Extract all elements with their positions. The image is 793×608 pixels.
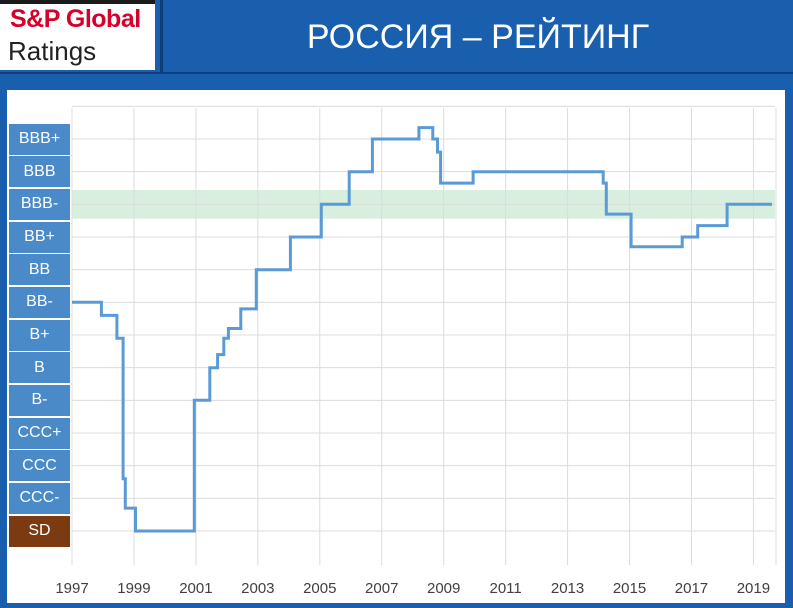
y-tick-label: BB+ [9, 221, 70, 253]
chart-panel: 1997 1999 2001 2003 2005 2007 2009 2011 2013 2015… [7, 90, 785, 603]
y-tick-label: CCC- [9, 482, 70, 514]
logo-line-1: S&P Global [10, 5, 141, 33]
y-tick-label: BBB+ [9, 123, 70, 155]
y-tick-label: B [9, 352, 70, 384]
y-tick-label: B- [9, 384, 70, 416]
sp-global-ratings-logo: S&P Global Ratings [0, 0, 155, 70]
rating-series-line [72, 126, 772, 533]
logo-top-bar [0, 0, 155, 4]
x-tick-label: 2013 [551, 580, 584, 597]
header-separator [160, 0, 163, 72]
y-tick-label: B+ [9, 319, 70, 351]
x-tick-label: 2001 [179, 580, 212, 597]
x-tick-label: 2007 [365, 580, 398, 597]
page-title: РОССИЯ – РЕЙТИНГ [306, 17, 650, 56]
y-tick-label: BB- [9, 286, 70, 318]
x-tick-label: 2005 [303, 580, 336, 597]
logo-line-2: Ratings [8, 36, 97, 66]
y-tick-label: BBB [9, 156, 70, 188]
x-tick-label: 2011 [489, 580, 521, 597]
x-tick-label: 2019 [737, 580, 770, 597]
x-tick-label: 1999 [117, 580, 150, 597]
x-tick-label: 2003 [241, 580, 274, 597]
rating-chart: 1997 1999 2001 2003 2005 2007 2009 2011 2013 2015… [55, 105, 777, 597]
x-tick-label: 1997 [55, 580, 88, 597]
y-tick-label: CCC [9, 450, 70, 482]
y-tick-label: BBB- [9, 188, 70, 220]
x-tick-label: 2009 [427, 580, 460, 597]
x-tick-label: 2015 [613, 580, 646, 597]
x-tick-label: 2017 [675, 580, 708, 597]
header-divider [0, 72, 793, 74]
y-tick-label: SD [9, 515, 70, 547]
y-tick-label: BB [9, 254, 70, 286]
y-tick-label: CCC+ [9, 417, 70, 449]
